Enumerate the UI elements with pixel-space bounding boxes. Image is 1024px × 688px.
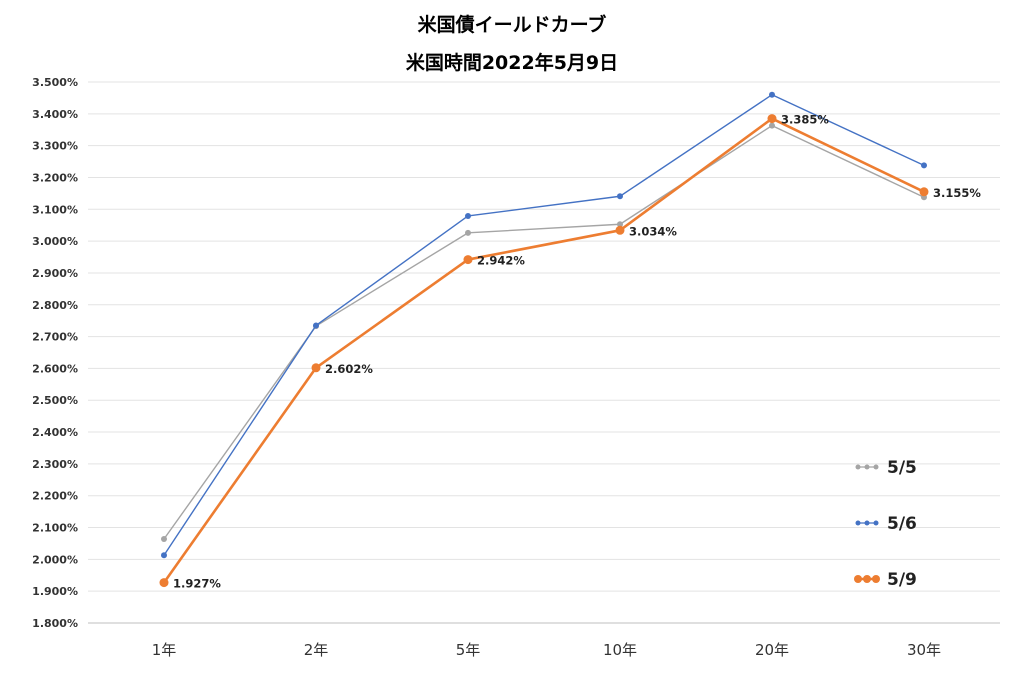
data-point	[159, 578, 169, 588]
x-tick-label: 20年	[755, 641, 789, 659]
y-tick-label: 3.000%	[32, 235, 78, 248]
data-point	[769, 122, 775, 129]
data-label: 2.602%	[325, 362, 373, 376]
data-label: 3.155%	[933, 186, 981, 200]
data-point	[313, 322, 319, 329]
y-tick-label: 2.100%	[32, 522, 78, 535]
y-tick-label: 2.500%	[32, 394, 78, 407]
data-label: 3.385%	[781, 113, 829, 127]
y-tick-label: 3.400%	[32, 108, 78, 121]
data-label: 1.927%	[173, 577, 221, 591]
legend-marker	[873, 464, 879, 470]
legend: 5/5 5/6 5/9	[854, 458, 917, 590]
data-point	[161, 535, 167, 542]
legend-marker	[855, 520, 861, 526]
y-tick-label: 3.300%	[32, 140, 78, 153]
chart-subtitle: 米国時間2022年5月9日	[405, 52, 619, 74]
legend-marker	[855, 464, 861, 470]
series-line-0	[163, 124, 925, 540]
data-point	[769, 91, 775, 98]
x-tick-label: 2年	[304, 641, 329, 659]
y-tick-label: 2.900%	[32, 267, 78, 280]
y-tick-label: 2.700%	[32, 331, 78, 344]
legend-label: 5/9	[887, 570, 917, 590]
data-point	[615, 225, 625, 235]
data-label: 3.034%	[629, 224, 677, 238]
legend-item: 5/9	[854, 570, 917, 590]
y-tick-label: 2.200%	[32, 490, 78, 503]
y-tick-label: 3.100%	[32, 203, 78, 216]
x-tick-label: 5年	[456, 641, 481, 659]
data-point	[919, 187, 929, 197]
series-line-1	[163, 94, 925, 556]
y-axis: 1.800% 1.900% 2.000% 2.100% 2.200% 2.300% 2.40…	[32, 76, 78, 630]
x-tick-label: 10年	[603, 641, 637, 659]
data-point	[465, 229, 471, 236]
legend-label: 5/6	[887, 514, 917, 534]
y-tick-label: 2.000%	[32, 553, 78, 566]
data-point	[921, 162, 927, 169]
data-point	[767, 114, 777, 124]
y-tick-label: 3.500%	[32, 76, 78, 89]
series-line-2	[162, 117, 925, 584]
gridlines	[88, 81, 1000, 624]
y-tick-label: 3.200%	[32, 171, 78, 184]
legend-marker	[854, 575, 862, 583]
y-tick-label: 2.800%	[32, 299, 78, 312]
legend-marker	[873, 520, 879, 526]
data-point	[617, 221, 623, 228]
data-point	[465, 212, 471, 219]
chart-title: 米国債イールドカーブ	[417, 14, 607, 36]
x-tick-label: 30年	[907, 641, 941, 659]
y-tick-label: 1.800%	[32, 617, 78, 630]
legend-item: 5/6	[855, 514, 917, 534]
data-point	[161, 552, 167, 559]
data-point	[463, 255, 473, 265]
legend-marker	[872, 575, 880, 583]
y-tick-label: 1.900%	[32, 585, 78, 598]
legend-marker	[863, 575, 871, 583]
data-label: 2.942%	[477, 254, 525, 268]
series-lines	[159, 91, 929, 588]
y-tick-label: 2.400%	[32, 426, 78, 439]
data-point	[311, 363, 321, 373]
legend-item: 5/5	[855, 458, 917, 478]
data-point	[617, 193, 623, 200]
x-tick-label: 1年	[152, 641, 177, 659]
y-tick-label: 2.600%	[32, 362, 78, 375]
data-labels: 1.927% 2.602% 2.942% 3.034% 3.385% 3.155%	[173, 113, 981, 591]
y-tick-label: 2.300%	[32, 458, 78, 471]
legend-label: 5/5	[887, 458, 917, 478]
legend-marker	[864, 520, 870, 526]
legend-marker	[864, 464, 870, 470]
x-axis: 1年 2年 5年 10年 20年 30年	[152, 641, 941, 659]
